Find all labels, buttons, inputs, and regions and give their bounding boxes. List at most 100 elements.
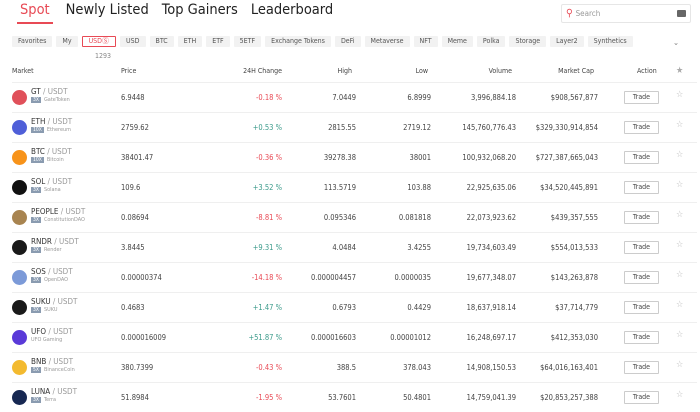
star-icon[interactable]: ☆ xyxy=(676,270,684,280)
trade-button[interactable]: Trade xyxy=(624,331,659,344)
col-volume[interactable]: Volume xyxy=(488,67,512,75)
price: 38401.47 xyxy=(121,153,154,162)
table-row[interactable]: SUKU / USDT 3X SUKU 0.4683 +1.47 % 0.6793… xyxy=(12,292,697,322)
filter-chip[interactable]: Synthetics xyxy=(587,36,633,47)
table-row[interactable]: ETH / USDT 10X Ethereum 2759.62 +0.53 % 2… xyxy=(12,112,697,142)
market-cap: $727,387,665,043 xyxy=(535,153,598,162)
col-market-cap[interactable]: Market Cap xyxy=(558,67,594,75)
quote-symbol: / USDT xyxy=(47,177,73,186)
filter-chip[interactable]: Metaverse xyxy=(364,36,410,47)
tab-newly-listed[interactable]: Newly Listed xyxy=(65,2,149,18)
change: +3.52 % xyxy=(252,183,282,192)
pair-name[interactable]: BNB / USDT xyxy=(31,357,73,366)
base-symbol: SOL xyxy=(31,177,46,186)
filter-chip[interactable]: 5ETF xyxy=(233,36,262,47)
star-icon[interactable]: ☆ xyxy=(676,390,684,400)
filter-chip[interactable]: Favorites xyxy=(12,36,53,47)
coin-logo-icon xyxy=(12,90,27,105)
tab-leaderboard[interactable]: Leaderboard xyxy=(250,2,334,18)
pair-name[interactable]: SOS / USDT xyxy=(31,267,73,276)
star-icon[interactable]: ★ xyxy=(676,66,684,76)
star-icon[interactable]: ☆ xyxy=(676,360,684,370)
price: 380.7399 xyxy=(121,363,154,372)
trade-button[interactable]: Trade xyxy=(624,241,659,254)
leverage-badge: 3X xyxy=(31,217,41,223)
volume: 100,932,068.20 xyxy=(462,153,516,162)
table-row[interactable]: SOS / USDT 3X OpenDAO 0.00000374 -14.18 %… xyxy=(12,262,697,292)
star-icon[interactable]: ☆ xyxy=(676,180,684,190)
star-icon[interactable]: ☆ xyxy=(676,330,684,340)
table-row[interactable]: RNDR / USDT 3X Render 3.8445 +9.31 % 4.04… xyxy=(12,232,697,262)
star-icon[interactable]: ☆ xyxy=(676,120,684,130)
star-icon[interactable]: ☆ xyxy=(676,90,684,100)
trade-button[interactable]: Trade xyxy=(624,91,659,104)
trade-button[interactable]: Trade xyxy=(624,121,659,134)
col-high[interactable]: High xyxy=(337,67,352,75)
table-row[interactable]: PEOPLE / USDT 3X ConstitutionDAO 0.08694 … xyxy=(12,202,697,232)
star-icon[interactable]: ☆ xyxy=(676,300,684,310)
trade-button[interactable]: Trade xyxy=(624,301,659,314)
coin-logo-icon xyxy=(12,240,27,255)
pair-name[interactable]: LUNA / USDT xyxy=(31,387,77,396)
coin-logo-icon xyxy=(12,120,27,135)
filter-chip[interactable]: BTC xyxy=(149,36,174,47)
filter-chip[interactable]: NFT xyxy=(413,36,438,47)
chevron-down-icon[interactable]: ⌄ xyxy=(673,38,680,47)
filter-chip[interactable]: My xyxy=(56,36,78,47)
price: 0.000016009 xyxy=(121,333,167,342)
keyboard-icon[interactable] xyxy=(677,10,686,17)
trade-button[interactable]: Trade xyxy=(624,271,659,284)
change: +51.87 % xyxy=(248,333,282,342)
filter-chip[interactable]: Meme xyxy=(441,36,473,47)
star-icon[interactable]: ☆ xyxy=(676,240,684,250)
filter-chip[interactable]: Layer2 xyxy=(550,36,584,47)
trade-button[interactable]: Trade xyxy=(624,391,659,404)
coin-name: Ethereum xyxy=(46,127,71,133)
filter-chip[interactable]: USDⓈ xyxy=(81,36,117,47)
tab-top-gainers[interactable]: Top Gainers xyxy=(161,2,238,18)
col-market[interactable]: Market xyxy=(12,67,34,75)
market-cap: $908,567,877 xyxy=(550,93,598,102)
tab-spot[interactable]: Spot xyxy=(17,2,53,24)
pair-name[interactable]: SOL / USDT xyxy=(31,177,72,186)
high: 113.5719 xyxy=(323,183,356,192)
star-icon[interactable]: ☆ xyxy=(676,150,684,160)
price: 3.8445 xyxy=(121,243,145,252)
table-row[interactable]: UFO / USDT UFO Gaming 0.000016009 +51.87… xyxy=(12,322,697,352)
price: 0.4683 xyxy=(121,303,145,312)
pair-name[interactable]: BTC / USDT xyxy=(31,147,72,156)
filter-chip[interactable]: Exchange Tokens xyxy=(265,36,331,47)
table-row[interactable]: BNB / USDT 5X BinanceCoin 380.7399 -0.43 … xyxy=(12,352,697,382)
table-row[interactable]: BTC / USDT 10X Bitcoin 38401.47 -0.36 % 3… xyxy=(12,142,697,172)
filter-chip[interactable]: USD xyxy=(120,36,146,47)
pair-name[interactable]: PEOPLE / USDT xyxy=(31,207,85,216)
table-row[interactable]: LUNA / USDT 3X Terra 51.8984 -1.95 % 53.7… xyxy=(12,382,697,412)
trade-button[interactable]: Trade xyxy=(624,181,659,194)
table-row[interactable]: SOL / USDT 3X Solana 109.6 +3.52 % 113.57… xyxy=(12,172,697,202)
coin-subtitle: 3X OpenDAO xyxy=(31,277,68,283)
filter-chip[interactable]: Storage xyxy=(509,36,547,47)
col-price[interactable]: Price xyxy=(121,67,137,75)
table-row[interactable]: GT / USDT 3X GateToken 6.9448 -0.18 % 7.0… xyxy=(12,82,697,112)
trade-button[interactable]: Trade xyxy=(624,361,659,374)
trade-button[interactable]: Trade xyxy=(624,211,659,224)
pair-name[interactable]: RNDR / USDT xyxy=(31,237,79,246)
filter-chip[interactable]: Polka xyxy=(476,36,506,47)
high: 388.5 xyxy=(336,363,356,372)
filter-chip[interactable]: DeFi xyxy=(334,36,361,47)
pair-name[interactable]: ETH / USDT xyxy=(31,117,72,126)
filter-chip[interactable]: ETH xyxy=(177,36,203,47)
pair-name[interactable]: GT / USDT xyxy=(31,87,67,96)
filter-chip[interactable]: ETF xyxy=(206,36,230,47)
pair-name[interactable]: UFO / USDT xyxy=(31,327,73,336)
trade-button[interactable]: Trade xyxy=(624,151,659,164)
col-change[interactable]: 24H Change xyxy=(243,67,282,75)
coin-name: OpenDAO xyxy=(43,277,69,283)
leverage-badge: 3X xyxy=(31,247,41,253)
search-input[interactable]: ⚲ Search xyxy=(561,4,691,23)
pair-name[interactable]: SUKU / USDT xyxy=(31,297,77,306)
coin-name: Render xyxy=(43,247,62,253)
star-icon[interactable]: ☆ xyxy=(676,210,684,220)
coin-logo-icon xyxy=(12,390,27,405)
col-low[interactable]: Low xyxy=(415,67,428,75)
